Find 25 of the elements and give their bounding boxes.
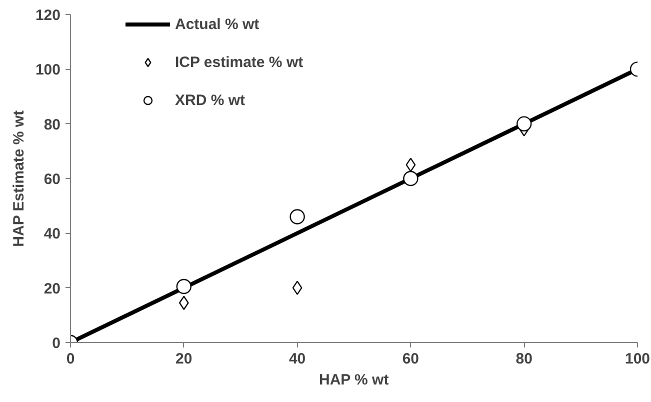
- y-axis-title: HAP Estimate % wt: [10, 110, 28, 247]
- x-tick-label: 100: [624, 350, 650, 368]
- y-tick-label: 100: [35, 62, 61, 79]
- y-tick-label: 0: [52, 335, 60, 352]
- y-tick-label: 60: [44, 171, 61, 188]
- point: [406, 158, 416, 172]
- legend-label: XRD % wt: [175, 92, 246, 108]
- legend-label: ICP estimate % wt: [175, 54, 304, 70]
- point: [403, 170, 418, 186]
- point: [178, 296, 189, 310]
- x-tick-label: 0: [66, 350, 75, 368]
- point: [516, 116, 532, 132]
- y-tick-label: 20: [44, 280, 61, 298]
- y-tick-label: 40: [44, 226, 61, 243]
- x-tick-label: 40: [288, 350, 306, 368]
- x-tick-label: 60: [402, 350, 420, 368]
- legend-label: Actual % wt: [175, 16, 260, 32]
- point: [176, 278, 192, 294]
- x-axis-title: HAP % wt: [319, 372, 389, 388]
- x-tick-label: 80: [516, 350, 532, 368]
- x-tick-label: 20: [176, 350, 192, 368]
- point: [292, 280, 302, 295]
- y-tick-label: 80: [44, 116, 61, 134]
- y-tick-label: 120: [35, 7, 61, 24]
- point: [290, 209, 305, 224]
